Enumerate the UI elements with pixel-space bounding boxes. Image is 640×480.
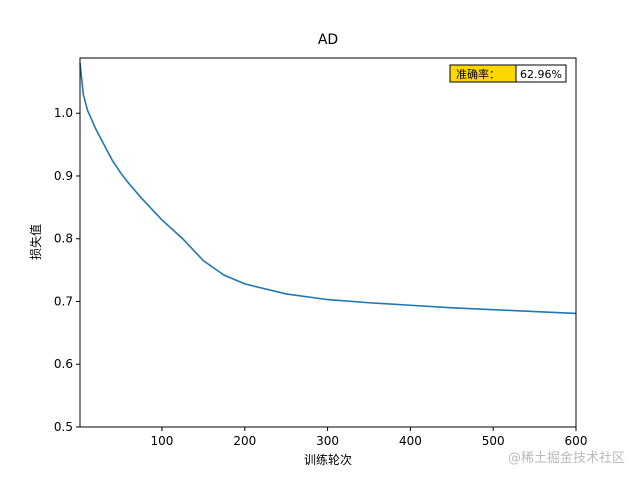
y-tick-label: 0.5 [54, 420, 73, 434]
annotation-value-cell [515, 64, 567, 83]
annotation-value: 62.96% [520, 68, 562, 81]
x-tick-label: 600 [565, 434, 588, 448]
y-tick-label: 0.6 [54, 357, 73, 371]
x-tick-label: 100 [151, 434, 174, 448]
watermark: @稀土掘金技术社区 [508, 450, 625, 466]
x-tick-label: 300 [316, 434, 339, 448]
y-tick-label: 0.8 [54, 232, 73, 246]
x-tick-label: 200 [233, 434, 256, 448]
x-tick-label: 400 [399, 434, 422, 448]
y-tick-label: 0.7 [54, 294, 73, 308]
annotation-label: 准确率： [456, 67, 500, 81]
loss-line [79, 62, 577, 315]
x-tick-label: 500 [482, 434, 505, 448]
plot-frame [79, 57, 577, 428]
chart-title: AD [318, 32, 338, 48]
y-tick-label: 0.9 [54, 169, 73, 183]
y-tick-label: 1.0 [54, 106, 73, 120]
x-axis-label: 训练轮次 [304, 452, 352, 467]
y-axis-label: 损失值 [28, 224, 43, 260]
